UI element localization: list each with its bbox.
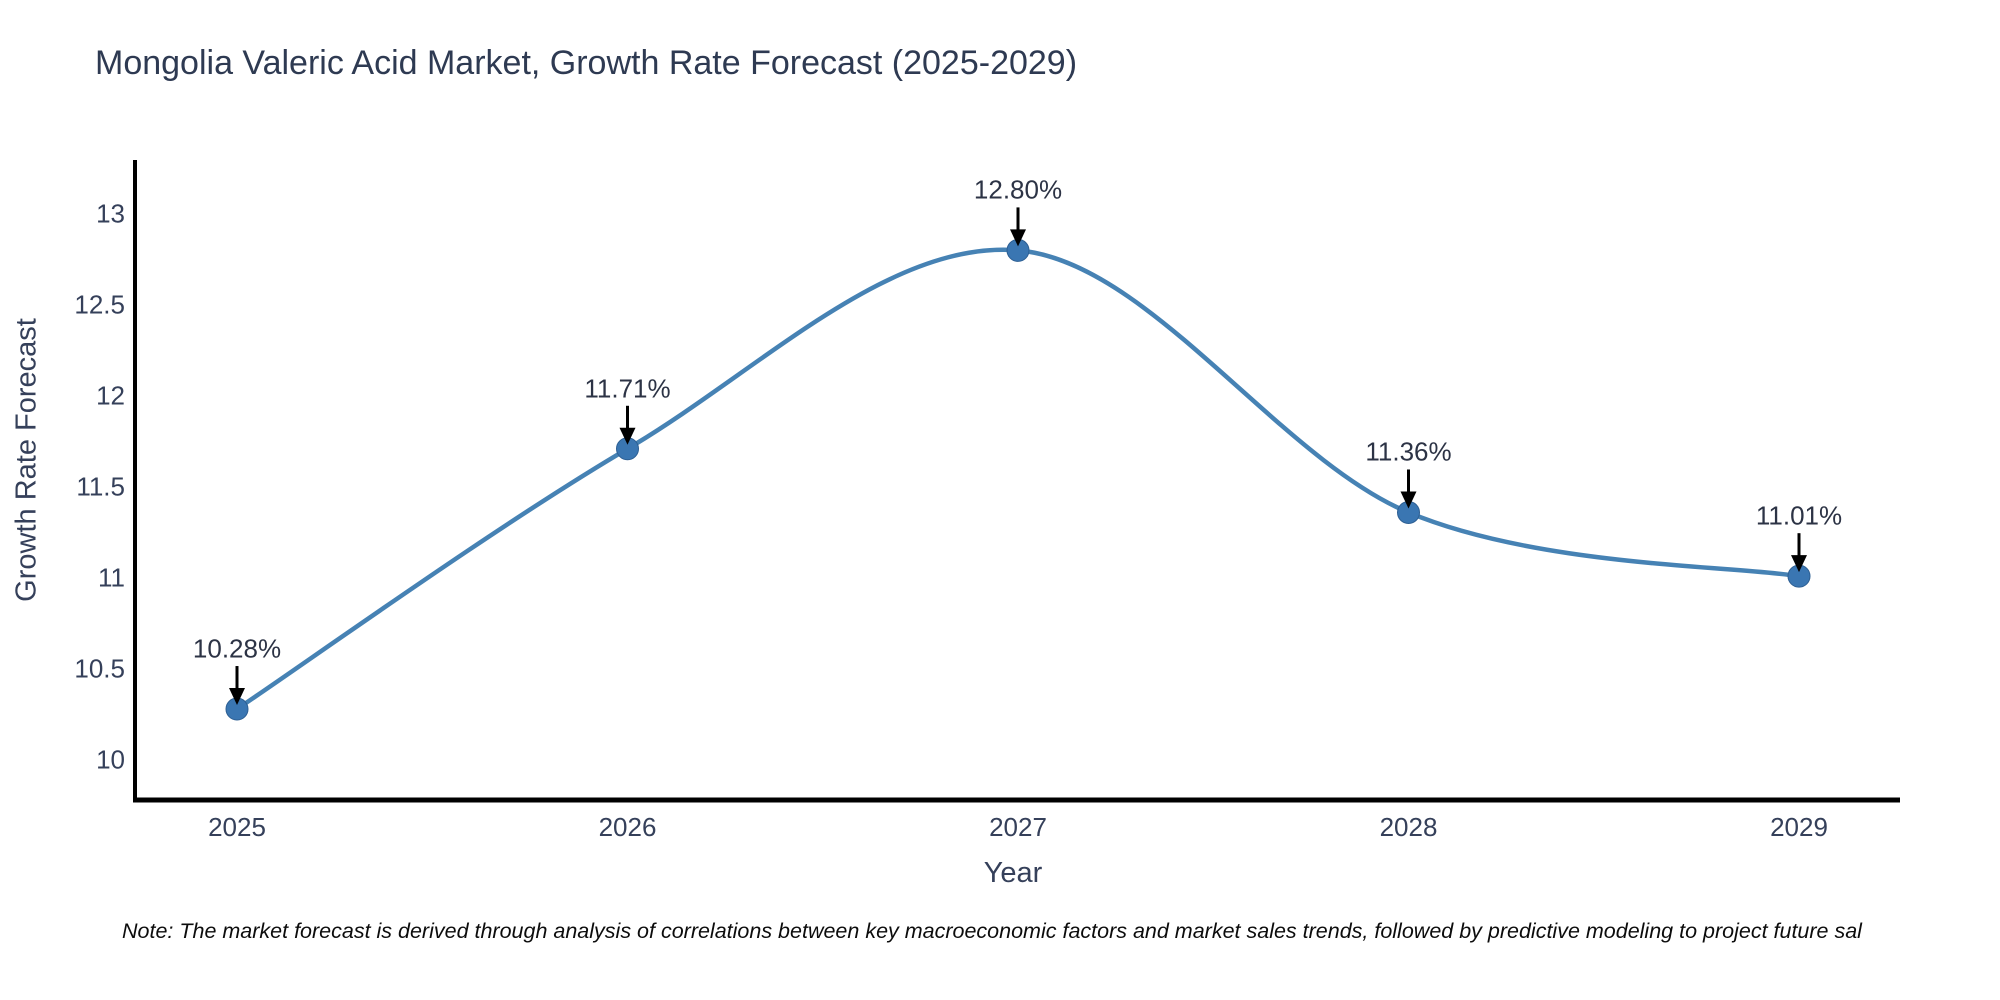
- y-tick-label: 12: [96, 380, 125, 411]
- point-value-label: 10.28%: [192, 633, 282, 664]
- annotation-arrow-head: [1400, 491, 1417, 509]
- point-value-label: 11.01%: [1755, 500, 1843, 531]
- annotation-arrow-head: [1791, 555, 1807, 573]
- y-tick-label: 12.5: [74, 289, 125, 320]
- point-value-label: 12.80%: [973, 174, 1063, 205]
- x-tick-label: 2025: [208, 812, 266, 842]
- y-tick-label: 10.5: [74, 653, 125, 684]
- annotation-arrow-head: [1010, 229, 1026, 247]
- x-tick-label: 2028: [1379, 812, 1438, 842]
- line-series: [235, 247, 1800, 711]
- annotation-arrow-head: [619, 427, 636, 445]
- x-tick-label: 2026: [598, 812, 657, 842]
- x-tick-label: 2029: [1770, 812, 1828, 842]
- y-tick-label: 10: [96, 744, 125, 775]
- footnote: Note: The market forecast is derived thr…: [122, 919, 1862, 943]
- y-tick-label: 11.5: [76, 471, 125, 502]
- chart-title: Mongolia Valeric Acid Market, Growth Rat…: [95, 44, 1078, 82]
- y-tick-label: 11: [98, 562, 125, 593]
- point-value-label: 11.71%: [584, 373, 671, 404]
- point-value-label: 11.36%: [1365, 436, 1452, 467]
- annotation-arrow-head: [229, 688, 245, 706]
- x-tick-label: 2027: [989, 812, 1047, 842]
- y-tick-label: 13: [96, 198, 125, 229]
- x-axis-title: Year: [983, 857, 1043, 889]
